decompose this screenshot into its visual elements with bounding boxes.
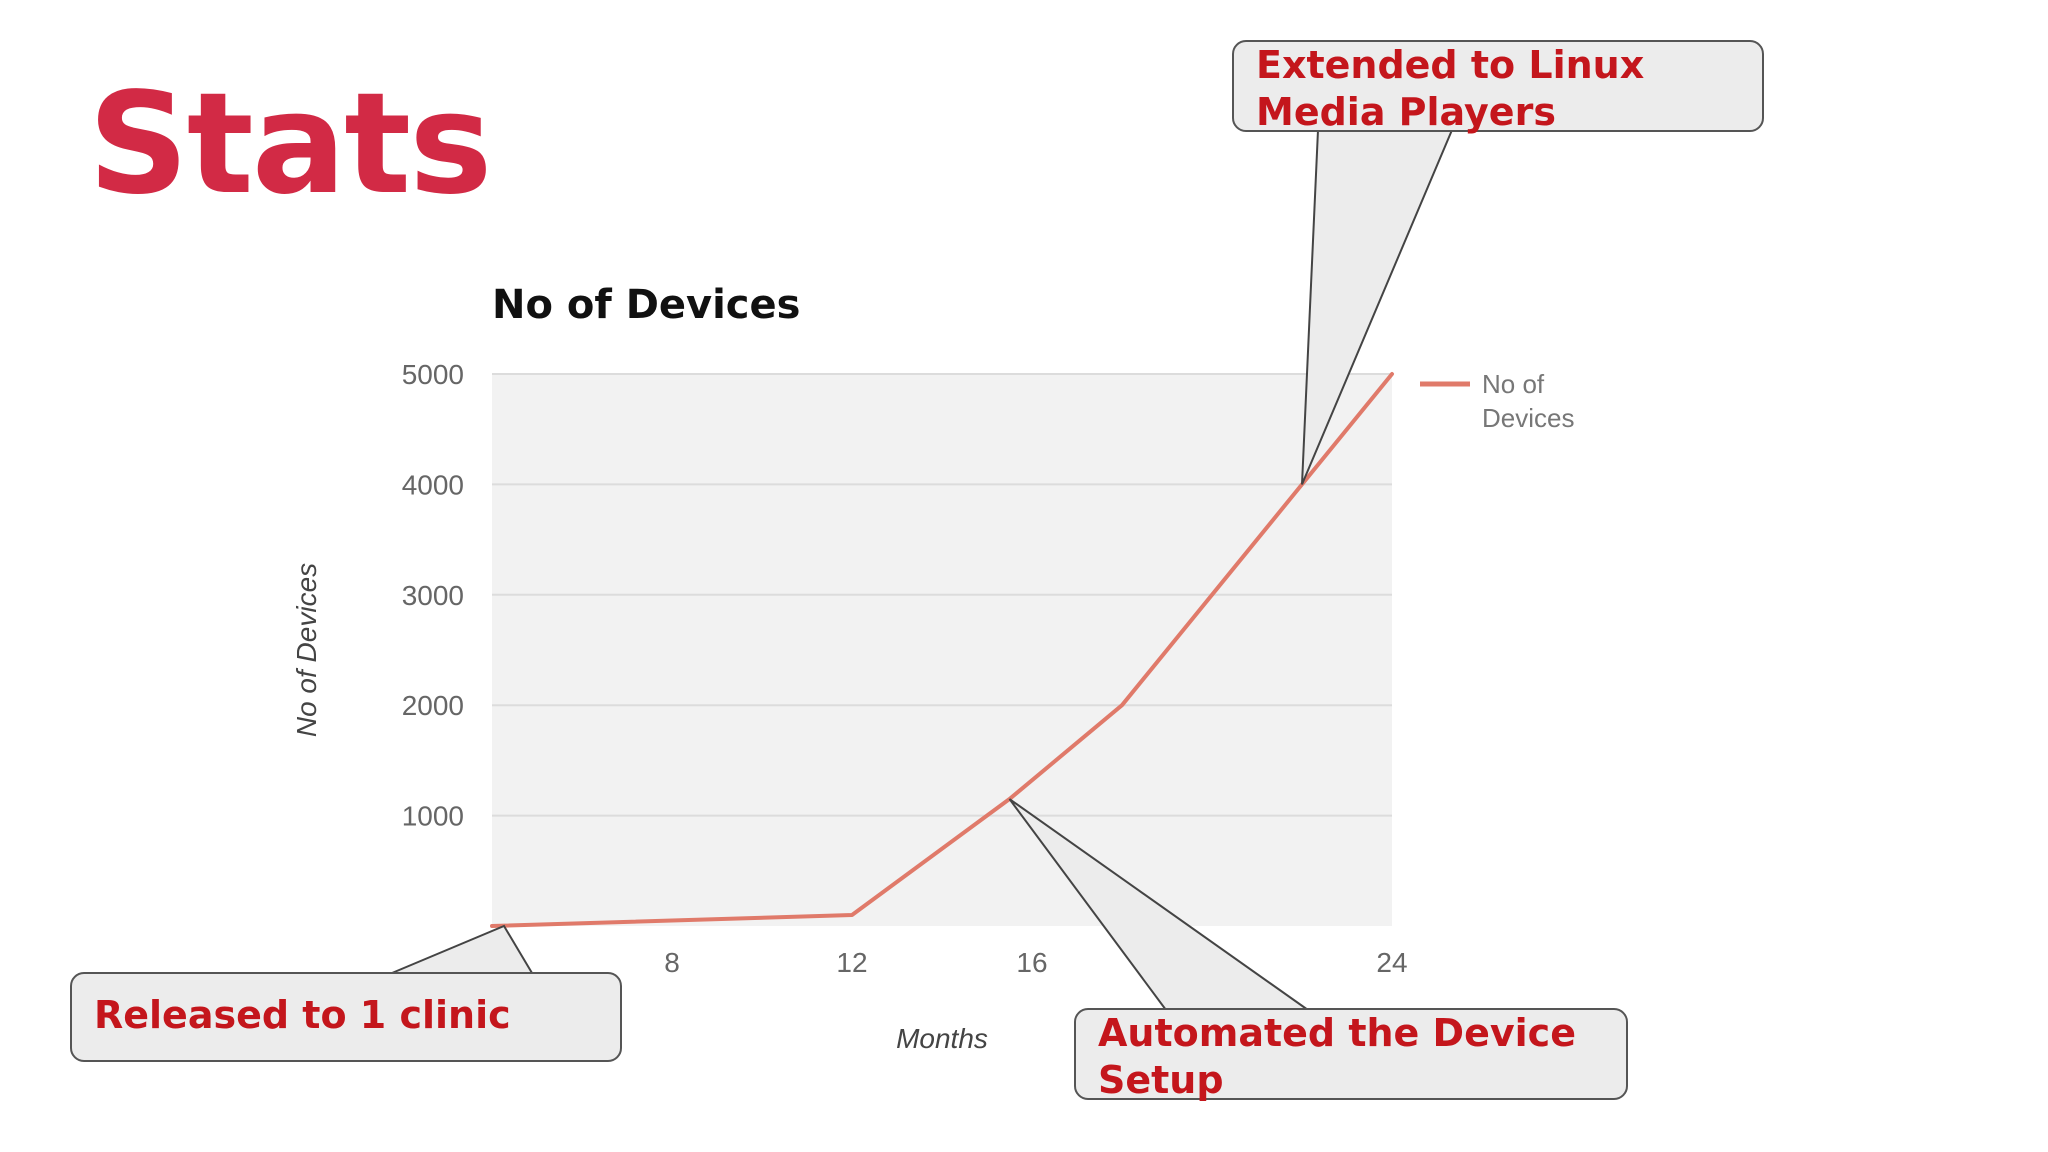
pointer-released-outline <box>391 924 533 974</box>
callout-pointers <box>391 129 1453 1011</box>
callout-extended: Extended to Linux Media Players <box>1232 40 1764 134</box>
y-tick-label: 2000 <box>402 690 464 721</box>
x-tick-label: 8 <box>664 947 680 978</box>
pointer-released-fill <box>392 926 532 973</box>
series-line-0 <box>490 372 1394 928</box>
x-tick-label: 12 <box>836 947 867 978</box>
pointer-extended-outline <box>1301 129 1453 485</box>
page-title: Stats <box>88 63 492 226</box>
callout-automated: Automated the Device Setup <box>1074 1008 1628 1102</box>
plot-background <box>492 374 1392 926</box>
plot-area: 1000 2000 3000 4000 5000 8 12 16 24 Months No of D… <box>291 359 1574 1054</box>
callout-released: Released to 1 clinic <box>70 972 622 1062</box>
y-tick-label: 3000 <box>402 580 464 611</box>
legend-label: No of Devices <box>1482 369 1574 433</box>
x-axis-title: Months <box>896 1023 988 1054</box>
x-tick-label: 16 <box>1016 947 1047 978</box>
y-tick-label: 4000 <box>402 469 464 500</box>
pointer-automated-outline <box>1008 798 1309 1011</box>
y-tick-label: 5000 <box>402 359 464 390</box>
x-tick-label: 24 <box>1376 947 1407 978</box>
y-axis-title: No of Devices <box>291 563 322 737</box>
chart-title: No of Devices <box>492 282 800 328</box>
y-tick-label: 1000 <box>402 801 464 832</box>
